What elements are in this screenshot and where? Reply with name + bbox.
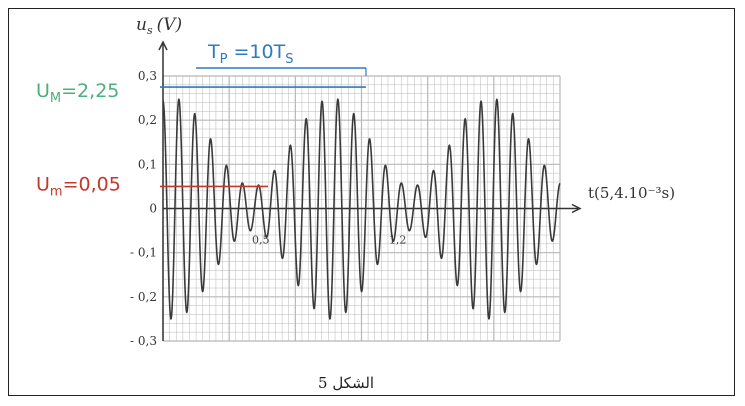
y-tick-label: 0,1 bbox=[138, 157, 157, 171]
y-tick-label: 0,3 bbox=[138, 69, 157, 83]
tp-main: T bbox=[207, 41, 220, 63]
x-axis-arrow bbox=[571, 203, 582, 214]
tp-sub: P bbox=[220, 52, 228, 67]
tick-labels: 0,3 0,2 0,1 0 - 0,1 - 0,2 - 0,3 0,5 1,2 bbox=[130, 69, 406, 348]
umin-sub: m bbox=[50, 184, 63, 199]
figure-frame bbox=[8, 8, 735, 396]
tp-mid: =10T bbox=[227, 41, 285, 63]
figure-caption: الشكل 5 bbox=[318, 374, 374, 392]
y-axis-arrow bbox=[158, 40, 168, 51]
x-axis-label: t(5,4.10⁻³s) bbox=[588, 184, 675, 202]
y-tick-label: 0 bbox=[149, 202, 157, 216]
umax-rest: =2,25 bbox=[61, 80, 119, 102]
y-label-sub: s bbox=[147, 24, 153, 37]
y-tick-label: 0,2 bbox=[138, 113, 157, 127]
umax-annotation: UM=2,25 bbox=[36, 80, 119, 106]
umax-sub: M bbox=[50, 91, 61, 106]
tp-annotation: TP =10TS bbox=[207, 41, 293, 67]
x-tick-label: 1,2 bbox=[389, 234, 407, 247]
y-tick-label: - 0,3 bbox=[130, 334, 157, 348]
tp-sub2: S bbox=[285, 52, 293, 67]
x-tick-label: 0,5 bbox=[252, 234, 270, 247]
umin-annotation: Um=0,05 bbox=[36, 173, 121, 199]
signal-line bbox=[162, 97, 561, 321]
y-axis-label: us (V) bbox=[136, 15, 182, 37]
umin-main: U bbox=[36, 173, 50, 195]
umax-main: U bbox=[36, 80, 50, 102]
y-tick-label: - 0,2 bbox=[130, 290, 157, 304]
umin-rest: =0,05 bbox=[63, 173, 121, 195]
y-tick-label: - 0,1 bbox=[130, 246, 157, 260]
y-label-main: u bbox=[136, 15, 147, 35]
y-label-unit: (V) bbox=[157, 15, 183, 35]
